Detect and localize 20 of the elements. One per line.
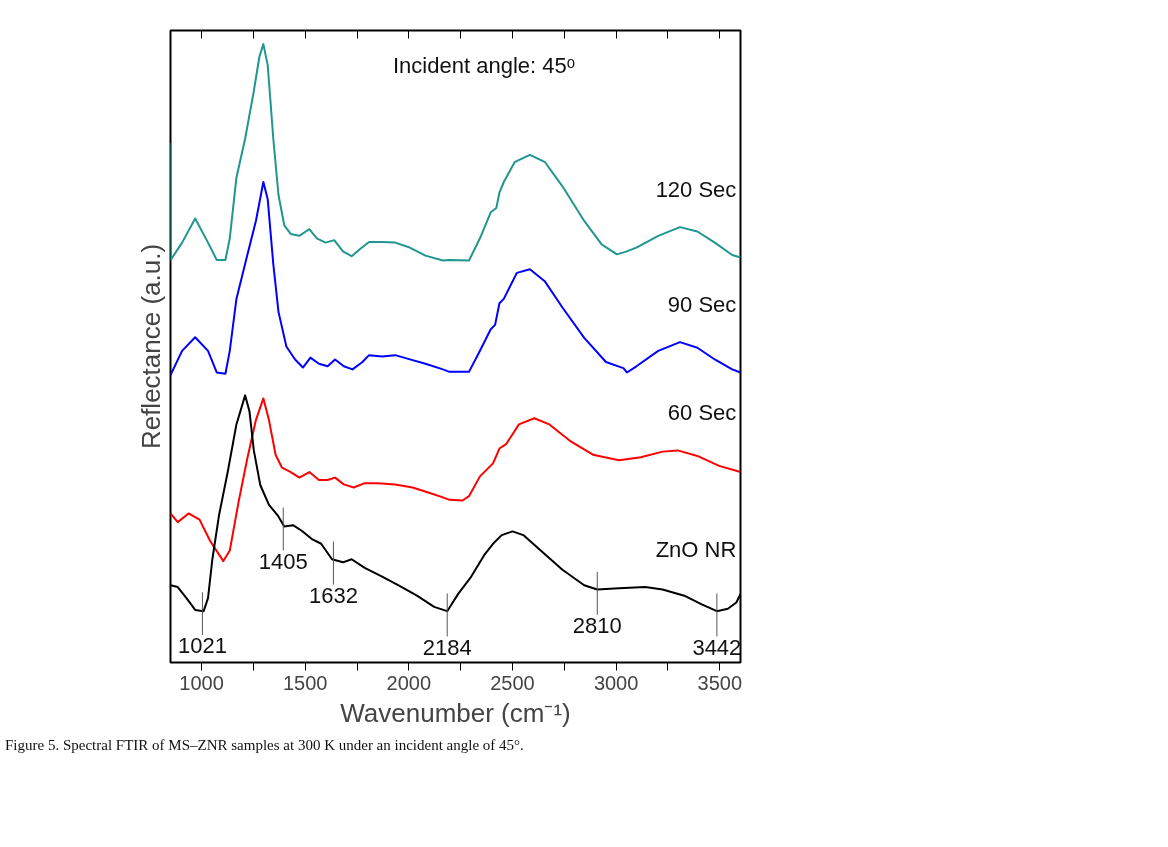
x-tick-label: 1000 xyxy=(179,671,224,694)
annotation: 2184 xyxy=(422,634,472,660)
x-tick-label: 1500 xyxy=(282,671,328,694)
series-label: 120 Sec xyxy=(655,176,737,202)
annotation: 1405 xyxy=(258,548,308,574)
y-axis-title: Reflectance (a.u.) xyxy=(135,243,166,450)
annotation: Incident angle: 45ᵒ xyxy=(393,52,575,78)
x-tick-label: 2500 xyxy=(490,671,535,694)
annotation: 1632 xyxy=(308,582,358,608)
series-label: 60 Sec xyxy=(667,400,737,426)
x-tick-label: 3500 xyxy=(697,671,743,694)
x-tick-label: 2000 xyxy=(386,671,432,694)
x-tick-label: 3000 xyxy=(593,671,639,694)
annotation: 1021 xyxy=(177,633,227,659)
caption: Figure 5. Spectral FTIR of MS–ZNR samples at 300 K under an incident angle of 45°. xyxy=(5,736,524,755)
annotation: 2810 xyxy=(572,612,622,638)
annotation: 3442 xyxy=(692,634,742,660)
series-label: 90 Sec xyxy=(667,291,737,317)
x-axis-title: Wavenumber (cm⁻¹) xyxy=(340,697,571,728)
series-label: ZnO NR xyxy=(655,536,737,562)
